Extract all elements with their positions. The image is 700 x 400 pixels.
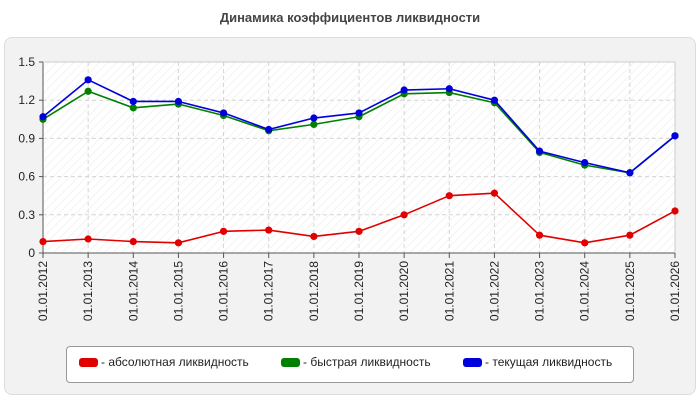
data-point xyxy=(535,147,544,155)
legend-item-absolute: - абсолютная ликвидность xyxy=(79,353,249,371)
chart-title: Динамика коэффициентов ликвидности xyxy=(219,10,481,25)
x-tick-label: 01.01.2020 xyxy=(397,261,411,321)
legend-item-current: - текущая ликвидность xyxy=(463,353,612,371)
x-tick-label: 01.01.2016 xyxy=(217,261,231,321)
y-tick-label: 0 xyxy=(28,246,35,260)
legend-swatch xyxy=(281,357,300,367)
x-tick-labels: 01.01.2012 01.01.2013 01.01.2014 01.01.2015… xyxy=(36,261,682,321)
series-0 xyxy=(39,189,679,247)
x-tick-label: 01.01.2024 xyxy=(578,261,592,321)
data-point xyxy=(310,120,318,128)
x-tick-label: 01.01.2021 xyxy=(442,261,456,321)
x-tick-label: 01.01.2014 xyxy=(126,261,140,321)
data-point xyxy=(445,85,453,93)
y-tick-label: 0.9 xyxy=(18,131,35,145)
data-point xyxy=(490,96,499,104)
data-point xyxy=(129,97,137,106)
data-point xyxy=(490,189,499,197)
data-point xyxy=(219,227,228,235)
x-tick-label: 01.01.2012 xyxy=(36,261,50,321)
data-point xyxy=(129,237,137,246)
x-tick-label: 01.01.2013 xyxy=(81,261,95,321)
data-point xyxy=(535,231,544,239)
x-tick-label: 01.01.2025 xyxy=(623,261,637,321)
legend-swatch xyxy=(79,357,98,367)
legend-item-quick: - быстрая ликвидность xyxy=(281,353,431,371)
data-point xyxy=(626,169,634,177)
data-point xyxy=(400,211,408,219)
data-point xyxy=(671,132,679,140)
data-point xyxy=(581,158,589,167)
y-tick-labels: 0 0.3 0.6 0.9 1.2 1.5 xyxy=(18,55,35,260)
x-tick-label: 01.01.2023 xyxy=(533,261,547,321)
data-point xyxy=(581,239,589,247)
x-tick-label: 01.01.2018 xyxy=(307,261,321,321)
legend-label: - абсолютная ликвидность xyxy=(101,355,249,369)
x-tick-label: 01.01.2019 xyxy=(352,261,366,321)
data-point xyxy=(39,237,47,246)
data-point xyxy=(671,207,679,215)
data-point xyxy=(310,232,318,241)
x-tick-label: 01.01.2017 xyxy=(262,261,276,321)
data-point xyxy=(84,87,92,95)
data-point xyxy=(84,235,92,243)
legend: - абсолютная ликвидность - быстрая ликви… xyxy=(66,346,634,383)
legend-label: - быстрая ликвидность xyxy=(303,355,431,369)
y-tick-label: 0.6 xyxy=(18,170,35,184)
data-point xyxy=(265,125,273,134)
legend-label: - текущая ликвидность xyxy=(485,355,613,369)
x-tick-label: 01.01.2022 xyxy=(487,261,501,321)
legend-swatch xyxy=(463,357,482,367)
data-point xyxy=(355,109,363,117)
data-point xyxy=(445,192,453,200)
y-tick-label: 1.2 xyxy=(18,93,35,107)
data-point xyxy=(626,231,634,239)
x-tick-label: 01.01.2015 xyxy=(171,261,185,321)
data-point xyxy=(39,113,47,121)
y-tick-label: 1.5 xyxy=(18,55,35,69)
data-point xyxy=(219,109,228,117)
data-point xyxy=(84,76,92,84)
data-point xyxy=(310,114,318,122)
data-point xyxy=(174,97,183,106)
data-point xyxy=(129,104,137,112)
series xyxy=(39,76,679,247)
y-tick-label: 0.3 xyxy=(18,208,35,222)
data-point xyxy=(265,226,273,234)
axes xyxy=(39,61,676,258)
data-point xyxy=(355,227,363,235)
data-point xyxy=(400,86,408,94)
data-point xyxy=(174,239,183,247)
x-tick-label: 01.01.2026 xyxy=(668,261,682,321)
series-2 xyxy=(39,76,679,177)
